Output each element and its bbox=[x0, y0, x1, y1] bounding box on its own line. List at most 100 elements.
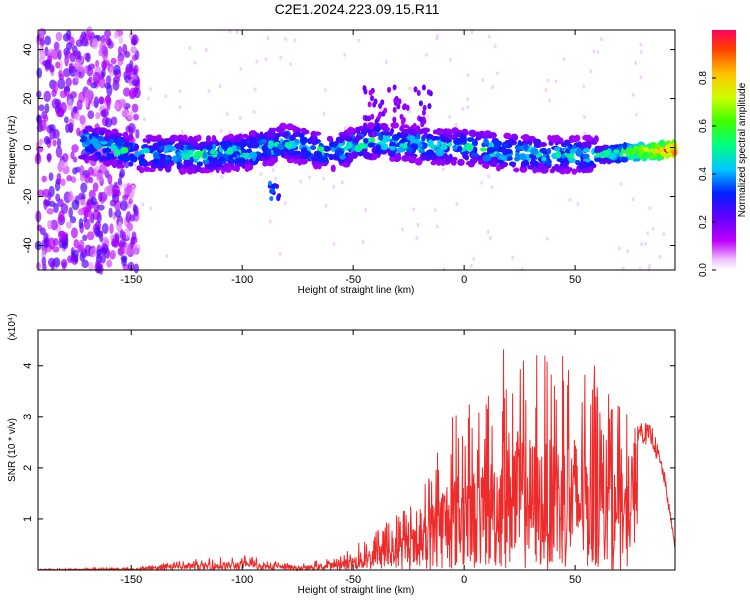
snr-x-ticks: -150 -100 -50 0 50 bbox=[120, 330, 581, 586]
spectrogram-cell-516 bbox=[121, 231, 127, 241]
spectrogram-cell-568 bbox=[576, 202, 580, 207]
spectrogram-cell-596 bbox=[582, 84, 586, 89]
spectrogram-cell-607 bbox=[662, 232, 666, 237]
spectrogram-cell-1975 bbox=[298, 158, 308, 165]
spectrogram-cell-1940 bbox=[265, 158, 275, 167]
spectrogram-cell-657 bbox=[332, 242, 336, 247]
spectrogram-cell-1766 bbox=[227, 133, 234, 139]
spectrogram-cell-303 bbox=[48, 172, 54, 181]
spectrogram-cell-1365 bbox=[106, 129, 111, 137]
spectrogram-x-axis-label: Height of straight line (km) bbox=[298, 285, 415, 296]
spectrogram-cell-470 bbox=[47, 237, 56, 250]
spectrogram-cell-430 bbox=[117, 221, 123, 232]
spectrogram-cell-1968 bbox=[209, 149, 216, 155]
spectrogram-cell-1898 bbox=[613, 149, 620, 154]
spectrogram-cell-1688 bbox=[205, 144, 213, 151]
snr-series-line bbox=[37, 349, 676, 572]
spectrogram-cell-2053 bbox=[271, 183, 276, 189]
spectrogram-cell-1684 bbox=[326, 135, 334, 142]
spectrogram-cell-589 bbox=[481, 77, 485, 82]
spectrogram-cell-587 bbox=[648, 263, 652, 268]
spectrogram-cell-1548 bbox=[414, 157, 423, 166]
spectrogram-cell-535 bbox=[634, 112, 638, 117]
spectrogram-cell-2002 bbox=[421, 109, 426, 116]
spectrogram-cell-506 bbox=[100, 243, 109, 254]
spectrogram-cell-484 bbox=[92, 71, 101, 84]
spectrogram-cell-547 bbox=[658, 254, 662, 259]
spectrogram-cell-1622 bbox=[233, 165, 240, 170]
spectrogram-cell-428 bbox=[42, 188, 51, 198]
snr-y-ticks: 1 2 3 4 bbox=[22, 363, 675, 522]
spectrogram-cell-1680 bbox=[457, 158, 465, 166]
spectrogram-cell-446 bbox=[72, 167, 78, 175]
spectrogram-cell-622 bbox=[433, 208, 437, 213]
spectrogram-cell-1231 bbox=[293, 159, 299, 164]
spectrogram-cell-514 bbox=[57, 78, 66, 90]
spectrogram-cell-640 bbox=[631, 197, 635, 202]
spectrogram-cell-2023 bbox=[369, 124, 374, 131]
spectrogram-cell-1974 bbox=[88, 143, 94, 152]
spectrogram-cell-623 bbox=[207, 88, 211, 93]
spectrogram-cell-371 bbox=[119, 200, 128, 211]
spectrogram-cell-1479 bbox=[368, 142, 375, 148]
colorbar-tick-label-2: 0.4 bbox=[698, 167, 709, 181]
spectrogram-cell-75 bbox=[106, 103, 111, 111]
spectrogram-cell-490 bbox=[85, 52, 91, 63]
spectrogram-cell-452 bbox=[42, 263, 47, 271]
spectrogram-cell-635 bbox=[278, 251, 282, 256]
spectrogram-cell-1603 bbox=[230, 157, 235, 164]
spectrogram-cell-1936 bbox=[406, 146, 414, 153]
spectrogram-cell-525 bbox=[487, 174, 491, 179]
spectrogram-cell-1839 bbox=[246, 141, 254, 149]
spectrogram-cell-613 bbox=[545, 236, 549, 241]
spectrogram-cell-1922 bbox=[493, 140, 503, 147]
spectrogram-cell-246 bbox=[118, 172, 124, 179]
spectrogram-cell-442 bbox=[124, 160, 130, 169]
spectrogram-cell-1925 bbox=[82, 153, 87, 159]
spectrogram-cell-2032 bbox=[374, 118, 379, 125]
spectrogram-cell-512 bbox=[90, 82, 98, 89]
spectrogram-cell-910 bbox=[211, 135, 217, 144]
spectrogram-cell-1858 bbox=[220, 142, 229, 150]
spectrogram-cell-211 bbox=[48, 124, 56, 132]
spectrogram-cell-576 bbox=[634, 60, 638, 65]
spectrogram-cell-1346 bbox=[401, 155, 410, 162]
spectrogram-cell-1917 bbox=[193, 154, 198, 160]
spectrogram-cell-505 bbox=[71, 144, 79, 153]
snr-x-tick-label-2: -50 bbox=[345, 574, 361, 586]
spectrogram-cell-540 bbox=[617, 246, 621, 251]
spectrogram-cell-400 bbox=[88, 209, 93, 222]
spectrogram-cell-1915 bbox=[652, 153, 657, 158]
spectrogram-cell-274 bbox=[108, 207, 113, 218]
spectrogram-x-tick-label-1: -100 bbox=[231, 274, 253, 286]
spectrogram-cell-1854 bbox=[222, 163, 232, 170]
spectrogram-cell-1164 bbox=[106, 152, 111, 160]
spectrogram-cell-280 bbox=[112, 192, 120, 204]
spectrogram-cell-1909 bbox=[447, 142, 452, 148]
spectrogram-cell-1840 bbox=[363, 152, 372, 160]
spectrogram-cell-565 bbox=[149, 87, 153, 92]
spectrogram-cell-151 bbox=[47, 153, 52, 163]
spectrogram-cell-528 bbox=[639, 49, 643, 54]
spectrogram-cell-462 bbox=[95, 254, 103, 264]
spectrogram-cell-618 bbox=[461, 106, 465, 111]
spectrogram-cell-1823 bbox=[188, 165, 195, 174]
spectrogram-cell-1631 bbox=[562, 162, 569, 168]
colorbar-label: Normalized spectral amplitude bbox=[737, 82, 748, 217]
spectrogram-cell-548 bbox=[293, 38, 297, 43]
spectrogram-cell-1594 bbox=[102, 160, 112, 166]
snr-x-tick-label-0: -150 bbox=[120, 574, 142, 586]
spectrogram-cell-491 bbox=[81, 259, 89, 269]
spectrogram-cell-377 bbox=[88, 176, 94, 184]
spectrogram-cell-2027 bbox=[372, 101, 377, 108]
spectrogram-cell-564 bbox=[619, 182, 623, 187]
spectrogram-cell-317 bbox=[36, 67, 43, 79]
spectrogram-cell-1020 bbox=[554, 146, 561, 152]
spectrogram-cell-1596 bbox=[389, 145, 396, 151]
spectrogram-cell-476 bbox=[55, 61, 61, 69]
spectrogram-cell-2039 bbox=[419, 116, 424, 123]
spectrogram-x-tick-label-2: -50 bbox=[345, 274, 361, 286]
spectrogram-cell-437 bbox=[98, 191, 103, 202]
spectrogram-cell-669 bbox=[592, 49, 596, 54]
spectrogram-cell-609 bbox=[307, 175, 311, 180]
